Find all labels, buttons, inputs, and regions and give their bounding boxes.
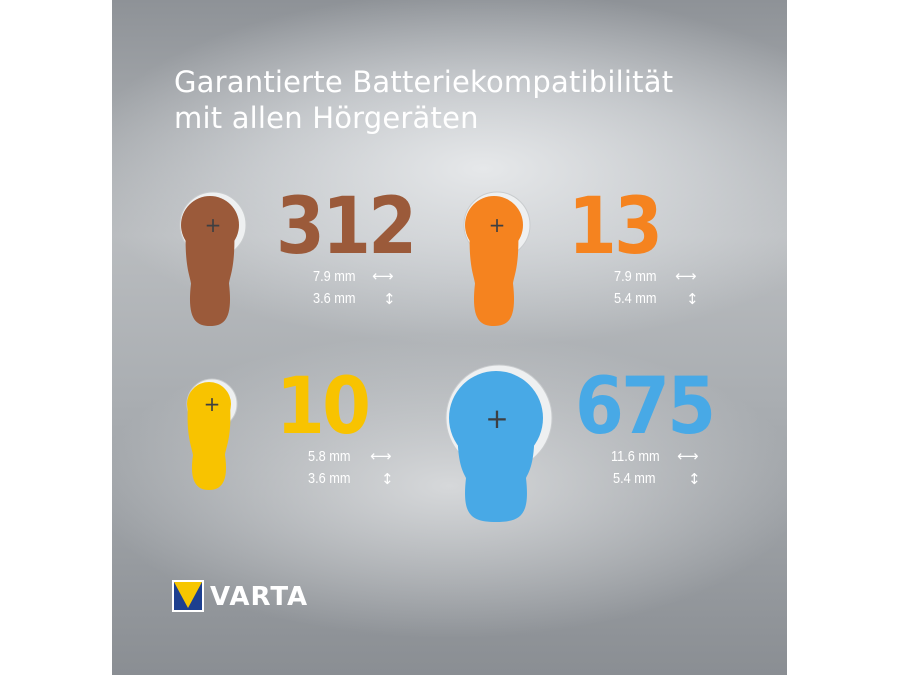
plus-polarity-icon: + [205,213,222,237]
battery-312-height: 3.6 mm [313,290,356,307]
battery-pull-tab [457,418,535,522]
double-horizontal-arrow-icon: ⟷ [677,447,699,465]
battery-10-diameter: 5.8 mm [308,448,351,465]
double-vertical-arrow-icon: ↕ [688,470,701,488]
battery-size-675: 675 [575,362,716,452]
plus-polarity-icon: + [204,392,221,416]
headline: Garantierte Batteriekompatibilität mit a… [174,64,673,136]
battery-13-height: 5.4 mm [614,290,657,307]
battery-pull-tab [187,404,231,490]
headline-line-1: Garantierte Batteriekompatibilität [174,65,674,99]
double-vertical-arrow-icon: ↕ [686,290,699,308]
battery-13-diameter: 7.9 mm [614,268,657,285]
battery-312-diameter: 7.9 mm [313,268,356,285]
battery-675-illustration: + [445,364,553,522]
battery-13-illustration: + [463,191,531,326]
battery-675-diameter: 11.6 mm [611,448,660,465]
double-horizontal-arrow-icon: ⟷ [372,267,394,285]
double-horizontal-arrow-icon: ⟷ [370,447,392,465]
battery-10-height: 3.6 mm [308,470,351,487]
double-vertical-arrow-icon: ↕ [383,290,396,308]
double-horizontal-arrow-icon: ⟷ [675,267,697,285]
battery-size-312: 312 [276,182,417,272]
battery-312-illustration: + [179,191,247,326]
brand-name: VARTA [210,582,309,612]
background-panel [112,0,787,675]
battery-675-height: 5.4 mm [613,470,656,487]
battery-pull-tab [185,225,235,326]
plus-polarity-icon: + [485,402,508,435]
battery-size-10: 10 [276,362,371,452]
double-vertical-arrow-icon: ↕ [381,470,394,488]
varta-logo-icon [172,580,204,612]
headline-line-2: mit allen Hörgeräten [174,101,479,135]
battery-pull-tab [469,225,519,326]
battery-10-illustration: + [186,378,238,490]
plus-polarity-icon: + [489,213,506,237]
battery-size-13: 13 [568,182,663,272]
